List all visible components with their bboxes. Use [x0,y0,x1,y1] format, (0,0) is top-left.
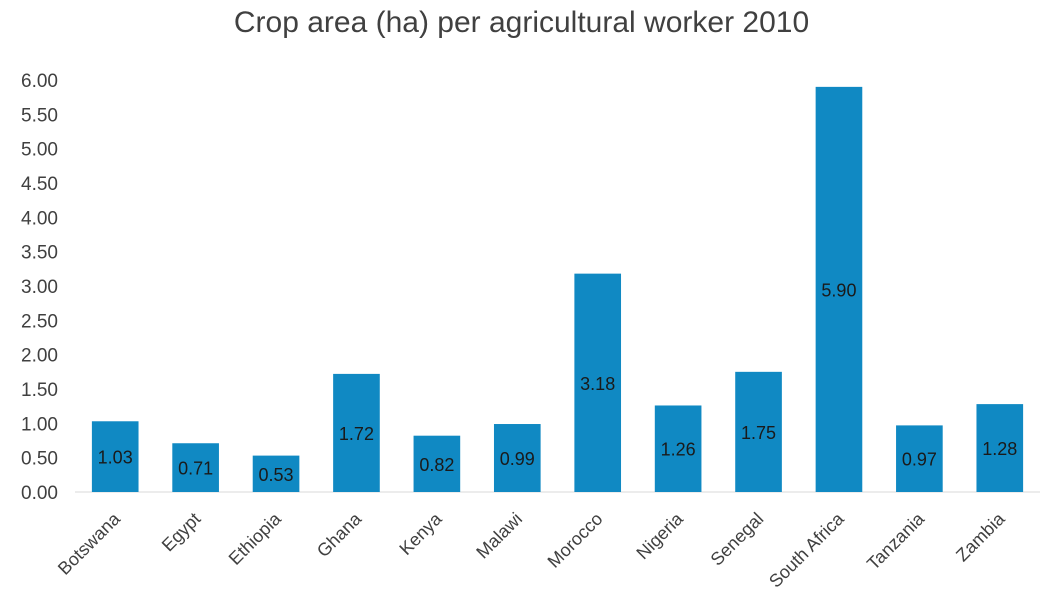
data-label: 0.53 [259,465,294,485]
data-label: 0.97 [902,450,937,470]
y-tick-label: 2.50 [21,311,58,332]
bar [976,404,1024,492]
bar [574,273,622,492]
data-label: 1.03 [98,448,133,468]
category-label: Kenya [395,508,446,559]
y-tick-label: 4.50 [21,174,58,195]
y-tick-label: 5.00 [21,140,58,161]
category-label: Ethiopia [225,508,286,569]
bar [815,86,863,492]
category-label: Botswana [54,508,125,579]
y-tick-label: 5.50 [21,105,58,126]
data-label: 0.99 [500,449,535,469]
y-tick-label: 0.50 [21,449,58,470]
category-label: Nigeria [632,508,687,563]
bar [413,435,461,492]
data-label: 1.75 [741,423,776,443]
data-label: 3.18 [580,374,615,394]
category-label: Egypt [158,509,205,556]
category-label: Ghana [313,508,366,561]
data-label: 1.26 [661,440,696,460]
category-label: Malawi [472,509,526,563]
y-tick-label: 2.00 [21,346,58,367]
bar [252,455,300,492]
category-label: Tanzania [863,508,929,574]
bar [654,405,702,492]
y-tick-label: 1.50 [21,380,58,401]
y-tick-label: 0.00 [21,483,58,504]
chart-title: Crop area (ha) per agricultural worker 2… [233,6,810,39]
category-label: Senegal [707,509,768,570]
data-label: 5.90 [821,280,856,300]
data-label: 1.28 [982,439,1017,459]
y-tick-label: 1.00 [21,414,58,435]
bar [333,373,380,492]
data-label: 1.72 [339,424,374,444]
bar [493,424,541,492]
y-tick-label: 3.00 [21,277,58,298]
y-tick-label: 3.50 [21,243,58,264]
bar [172,443,219,492]
data-label: 0.82 [419,455,454,475]
category-label: South Africa [765,508,848,591]
bar [91,421,139,492]
category-label: Morocco [544,509,607,572]
category-label: Zambia [952,508,1009,565]
y-tick-label: 6.00 [21,71,58,92]
bar [896,425,943,492]
bar [735,371,782,492]
data-label: 0.71 [178,459,213,479]
y-tick-label: 4.00 [21,208,58,229]
